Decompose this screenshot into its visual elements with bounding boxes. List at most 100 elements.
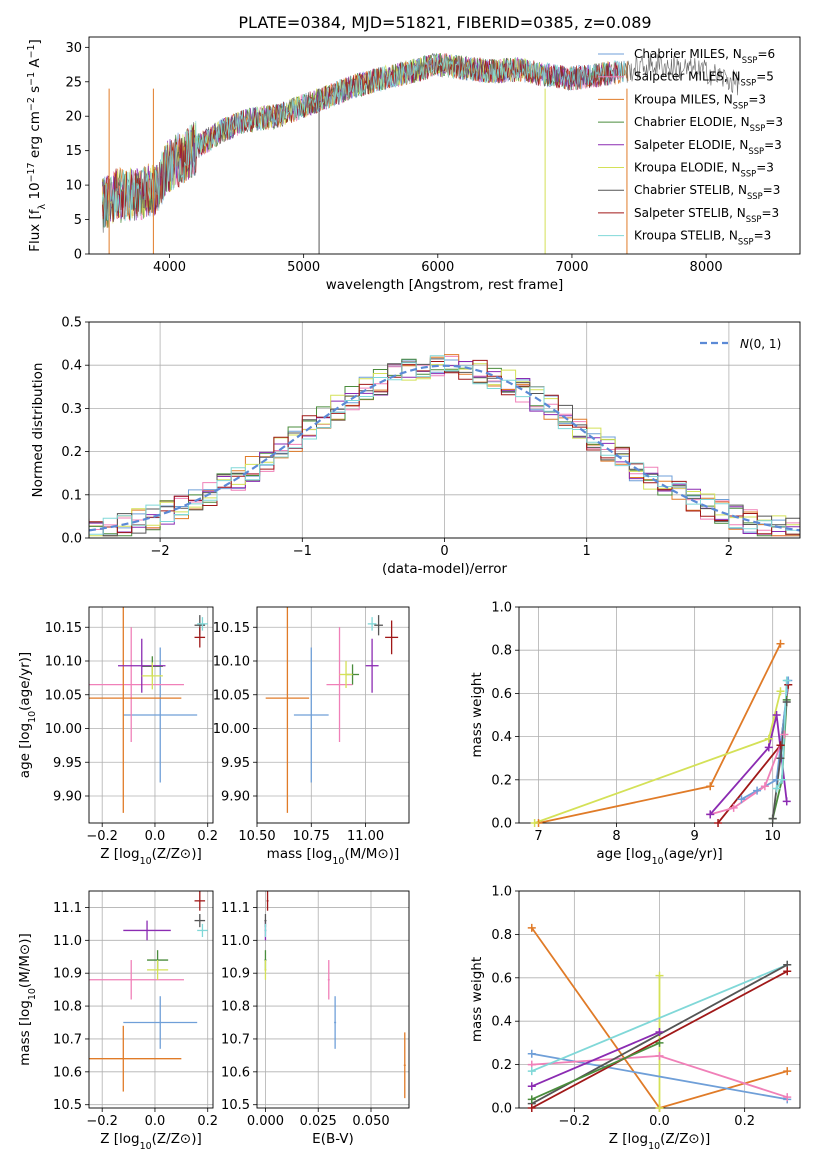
- weight-line: [741, 680, 790, 800]
- x-tick-label: 10: [764, 829, 781, 844]
- x-tick-label: 0.0: [145, 1114, 166, 1129]
- x-axis-label: age [log10(age/yr)]: [596, 846, 722, 867]
- x-tick-label: 0.2: [734, 1114, 755, 1129]
- panel-Z_vs_mass: −0.2 0.0 0.2 10.5 10.6 10.7 10.8 10.9 11.0 11.1 Z …: [17, 890, 218, 1152]
- x-tick-label: −0.2: [86, 1114, 118, 1129]
- weight-marker: [737, 795, 746, 804]
- legend-label: N(0, 1): [740, 337, 781, 351]
- legend-label: Kroupa STELIB, NSSP=3: [634, 229, 771, 247]
- y-tick-label: 10.10: [213, 655, 250, 670]
- panel-ebv_vs_mass: 0.000 0.025 0.050 10.5 10.6 10.7 10.8 10.9 11.0 1…: [221, 890, 410, 1147]
- axes-frame: [256, 606, 410, 824]
- y-tick-label: 10.15: [45, 621, 82, 636]
- y-tick-label: 10.7: [221, 1032, 250, 1047]
- panel-spectrum: 4000 5000 6000 7000 8000 0 5 10 15 20 25 30 waveleng…: [26, 36, 801, 293]
- x-tick-label: 8: [612, 829, 620, 844]
- x-axis-label: E(B-V): [312, 1131, 354, 1147]
- x-axis-label: (data-model)/error: [382, 561, 508, 577]
- weight-marker: [527, 923, 536, 932]
- y-axis-label: mass weight: [469, 672, 485, 757]
- spectrum-series-line: [102, 52, 740, 233]
- histogram-steps: [89, 355, 800, 536]
- weight-marker: [778, 775, 787, 784]
- y-tick-label: 11.1: [221, 901, 250, 916]
- x-tick-label: 0.050: [352, 1114, 389, 1129]
- y-tick-label: 0.0: [491, 817, 512, 832]
- weight-marker: [527, 1095, 536, 1104]
- weight-marker: [780, 730, 789, 739]
- y-axis-label: age [log10(age/yr)]: [17, 652, 38, 778]
- y-axis-label: mass weight: [469, 957, 485, 1042]
- spectrum-series-line: [102, 53, 619, 222]
- y-tick-label: 10.9: [221, 967, 250, 982]
- weight-marker: [783, 1093, 792, 1102]
- x-tick-label: 6000: [421, 260, 454, 275]
- y-tick-label: 0: [74, 248, 82, 263]
- weight-marker: [764, 743, 773, 752]
- weight-marker: [706, 810, 715, 819]
- axes-frame: [88, 606, 214, 824]
- x-tick-label: 0.2: [197, 1114, 218, 1129]
- y-tick-label: 9.90: [221, 790, 250, 805]
- figure-title: PLATE=0384, MJD=51821, FIBERID=0385, z=0…: [238, 13, 651, 32]
- weight-marker: [527, 1082, 536, 1091]
- plot-area: [264, 891, 406, 1099]
- weight-marker: [768, 814, 777, 823]
- weight-marker: [527, 1049, 536, 1058]
- legend-label: Salpeter STELIB, NSSP=3: [634, 206, 779, 224]
- weight-marker: [764, 734, 773, 743]
- weight-marker: [782, 698, 791, 707]
- axes-frame: [88, 890, 214, 1109]
- y-tick-label: 9.95: [53, 756, 82, 771]
- weight-marker: [655, 1104, 664, 1112]
- x-tick-label: 0.000: [247, 1114, 284, 1129]
- y-tick-label: 10.15: [213, 621, 250, 636]
- weight-marker: [729, 803, 738, 812]
- y-tick-label: 0.6: [491, 971, 512, 986]
- y-tick-label: 0.8: [491, 928, 512, 943]
- x-tick-label: 0.0: [145, 829, 166, 844]
- y-tick-label: 0.3: [61, 402, 82, 417]
- x-tick-label: 4000: [153, 260, 186, 275]
- weight-line: [531, 1031, 660, 1088]
- y-tick-label: 0.2: [491, 773, 512, 788]
- weight-marker: [714, 819, 723, 827]
- y-tick-label: 10.5: [53, 1098, 82, 1113]
- y-tick-label: 10.8: [221, 1000, 250, 1015]
- y-tick-label: 10.05: [45, 688, 82, 703]
- x-tick-label: 2: [725, 544, 733, 559]
- axes-frame: [256, 890, 410, 1109]
- y-tick-label: 11.0: [221, 934, 250, 949]
- axes-frame: [518, 606, 801, 824]
- y-axis-label: Flux [fλ 10−17 erg cm−2 s−1 A−1]: [26, 39, 48, 252]
- weight-marker: [783, 1067, 792, 1076]
- y-tick-label: 15: [65, 144, 82, 159]
- y-axis-label: mass [log10(M/M⊙)]: [17, 933, 38, 1066]
- y-tick-label: 9.90: [53, 790, 82, 805]
- legend-label: Kroupa ELODIE, NSSP=3: [634, 161, 774, 179]
- histogram-steps: [89, 354, 800, 537]
- y-tick-label: 0.4: [491, 1015, 512, 1030]
- y-tick-label: 10.6: [53, 1065, 82, 1080]
- y-tick-label: 10.7: [53, 1032, 82, 1047]
- x-tick-label: 9: [690, 829, 698, 844]
- y-tick-label: 10.8: [53, 1000, 82, 1015]
- x-tick-label: −0.2: [559, 1114, 591, 1129]
- x-tick-label: 7000: [555, 260, 588, 275]
- y-tick-label: 25: [65, 75, 82, 90]
- y-tick-label: 11.0: [53, 934, 82, 949]
- weight-marker: [655, 1051, 664, 1060]
- axes-frame: [88, 36, 801, 255]
- x-axis-label: wavelength [Angstrom, rest frame]: [326, 277, 564, 293]
- x-tick-label: 0.0: [649, 1114, 670, 1129]
- weight-marker: [772, 784, 781, 793]
- y-tick-label: 20: [65, 110, 82, 125]
- weight-marker: [782, 797, 791, 806]
- plot-area: [89, 354, 800, 537]
- y-tick-label: 1.0: [491, 601, 512, 616]
- panel-residuals: −2 −1 0 1 2 0.0 0.1 0.2 0.3 0.4 0.5 (data-model)/er…: [30, 316, 801, 577]
- x-tick-label: 0.025: [300, 1114, 337, 1129]
- weight-line: [531, 1042, 660, 1101]
- y-tick-label: 0.2: [61, 445, 82, 460]
- plot-area: [265, 607, 399, 813]
